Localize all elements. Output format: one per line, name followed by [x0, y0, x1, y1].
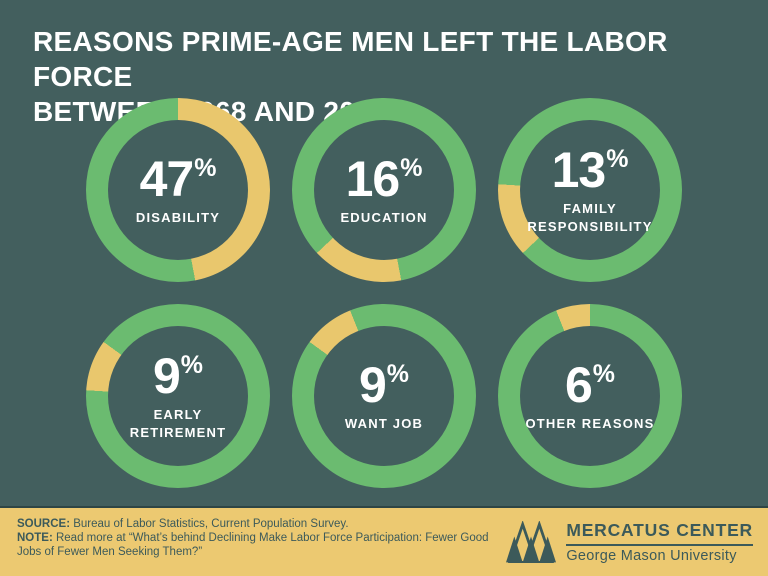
source-label: SOURCE: [17, 518, 71, 530]
donut-grid: 47% DISABILITY 16% EDUCATION 13% FAMILY RESPO… [86, 98, 682, 488]
donut-value: 9% [358, 356, 410, 413]
mercatus-logo-icon [506, 521, 557, 563]
donut-want-job: 9% WANT JOB [292, 304, 476, 488]
donut-label: DISABILITY [135, 209, 221, 225]
donut-center: 9% WANT JOB [314, 326, 454, 466]
source-line: SOURCE: Bureau of Labor Statistics, Curr… [17, 517, 506, 531]
donut-family-responsibility: 13% FAMILY RESPONSIBILITY [498, 98, 682, 282]
donut-early-retirement: 9% EARLY RETIREMENT [86, 304, 270, 488]
donut-value: 9% [152, 347, 204, 404]
donut-label: OTHER REASONS [525, 415, 655, 431]
note-line: NOTE: Read more at “What’s behind Declin… [17, 531, 506, 559]
donut-center: 9% EARLY RETIREMENT [108, 326, 248, 466]
donut-center: 13% FAMILY RESPONSIBILITY [520, 120, 660, 260]
logo-text: MERCATUS CENTER George Mason University [566, 520, 753, 564]
logo-title: MERCATUS CENTER [566, 520, 753, 546]
donut-value: 13% [551, 141, 629, 198]
donut-education: 16% EDUCATION [292, 98, 476, 282]
donut-label: EDUCATION [340, 209, 428, 225]
donut-value: 47% [139, 150, 217, 207]
donut-other-reasons: 6% OTHER REASONS [498, 304, 682, 488]
footer: SOURCE: Bureau of Labor Statistics, Curr… [0, 506, 768, 576]
donut-label: FAMILY RESPONSIBILITY [527, 200, 653, 234]
donut-value: 16% [345, 150, 423, 207]
donut-label: EARLY RETIREMENT [129, 406, 227, 440]
note-label: NOTE: [17, 532, 53, 544]
donut-center: 6% OTHER REASONS [520, 326, 660, 466]
credits: SOURCE: Bureau of Labor Statistics, Curr… [0, 508, 506, 576]
mercatus-logo: MERCATUS CENTER George Mason University [506, 508, 753, 576]
source-text: Bureau of Labor Statistics, Current Popu… [73, 518, 349, 530]
donut-disability: 47% DISABILITY [86, 98, 270, 282]
logo-subtitle: George Mason University [566, 548, 737, 564]
title-line-1: REASONS PRIME-AGE MEN LEFT THE LABOR FOR… [33, 26, 668, 92]
donut-center: 16% EDUCATION [314, 120, 454, 260]
donut-value: 6% [564, 356, 616, 413]
note-text: Read more at “What’s behind Declining Ma… [17, 532, 489, 558]
donut-label: WANT JOB [344, 415, 424, 431]
donut-center: 47% DISABILITY [108, 120, 248, 260]
